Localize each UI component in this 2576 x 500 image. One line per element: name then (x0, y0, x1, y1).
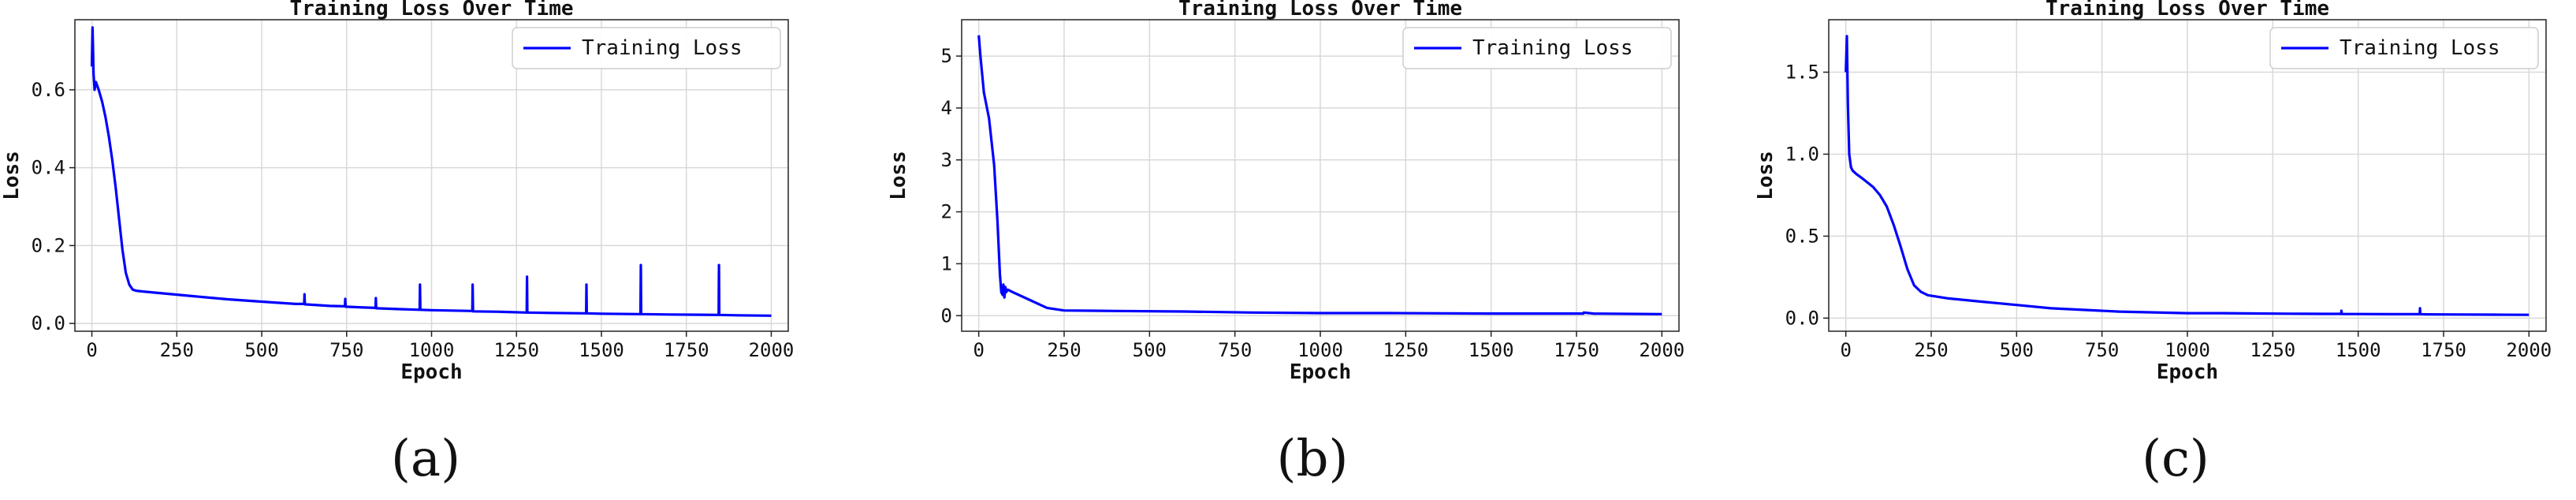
x-tick-label: 250 (1914, 339, 1948, 361)
x-tick-label: 0 (973, 339, 984, 361)
y-tick-label: 0 (941, 304, 952, 326)
y-tick-label: 0.5 (1785, 225, 1819, 247)
panel-label-c: (c) (2142, 430, 2209, 488)
legend-label: Training Loss (2340, 36, 2500, 60)
series-line-training-loss (90, 26, 772, 317)
y-axis-label: Loss (0, 151, 24, 200)
panel-label-a: (a) (390, 430, 461, 488)
x-tick-label: 500 (2000, 339, 2034, 361)
x-tick-label: 1750 (1554, 339, 1599, 361)
legend-box (1402, 27, 1672, 69)
x-tick-label: 2000 (2506, 339, 2552, 361)
y-tick-label: 0.0 (32, 312, 65, 334)
chart-title: Training Loss Over Time (1178, 0, 1462, 21)
x-tick-label: 1000 (2165, 339, 2210, 361)
chart-panel-c: 0 250 500 750 1000 1250 1500 1750 2000 0.0 0.5 1.0 1… (1718, 0, 2576, 488)
x-tick-label: 500 (1133, 339, 1167, 361)
x-axis-label: Epoch (400, 360, 462, 384)
y-tick-label: 5 (941, 45, 952, 67)
x-tick-label: 1000 (1297, 339, 1343, 361)
legend-label: Training Loss (1472, 36, 1633, 60)
x-tick-label: 2000 (1639, 339, 1684, 361)
y-tick-label: 1.0 (1785, 143, 1819, 165)
x-tick-label: 2000 (749, 339, 795, 361)
y-axis-label: Loss (887, 151, 910, 200)
chart-a: 0 250 500 750 1000 1250 1500 1750 2000 0.0 0.2 0.4 0… (0, 0, 795, 384)
y-tick-label: 4 (941, 97, 952, 119)
chart-title: Training Loss Over Time (289, 0, 573, 21)
y-tick-label: 1.5 (1785, 62, 1819, 84)
y-tick-label: 0.6 (32, 79, 65, 101)
y-tick-label: 0.0 (1785, 307, 1819, 329)
y-tick-label: 2 (941, 201, 952, 223)
x-tick-label: 750 (2085, 339, 2119, 361)
x-axis-label: Epoch (1290, 360, 1351, 384)
legend-box (512, 27, 781, 69)
chart-panel-b: 0 250 500 750 1000 1250 1500 1750 2000 0 1 2 3 4 5 Trai… (859, 0, 1703, 488)
x-tick-label: 1750 (2421, 339, 2466, 361)
y-tick-label: 1 (941, 252, 952, 274)
x-tick-label: 1250 (493, 339, 539, 361)
x-tick-label: 1500 (1469, 339, 1514, 361)
x-tick-label: 500 (244, 339, 278, 361)
x-tick-label: 1500 (579, 339, 624, 361)
x-tick-label: 250 (1047, 339, 1081, 361)
x-tick-label: 1250 (1383, 339, 1428, 361)
y-tick-label: 3 (941, 149, 952, 171)
legend-box (2269, 27, 2539, 69)
y-tick-label: 0.4 (32, 157, 65, 179)
y-axis-label: Loss (1754, 151, 1778, 200)
x-tick-label: 1750 (664, 339, 709, 361)
chart-b: 0 250 500 750 1000 1250 1500 1750 2000 0 1 2 3 4 5 Trai… (887, 0, 1684, 384)
x-tick-label: 1250 (2250, 339, 2295, 361)
panel-label-b: (b) (1276, 430, 1349, 488)
x-tick-label: 1500 (2336, 339, 2381, 361)
y-tick-label: 0.2 (32, 234, 65, 256)
x-tick-label: 750 (1218, 339, 1252, 361)
series-line-training-loss (977, 35, 1662, 315)
x-tick-label: 750 (329, 339, 363, 361)
chart-panel-a: 0 250 500 750 1000 1250 1500 1750 2000 0.0 0.2 0.4 0… (0, 0, 843, 488)
chart-title: Training Loss Over Time (2046, 0, 2329, 21)
x-tick-label: 1000 (409, 339, 455, 361)
chart-c: 0 250 500 750 1000 1250 1500 1750 2000 0.0 0.5 1.0 1… (1754, 0, 2552, 384)
x-tick-label: 0 (86, 339, 97, 361)
series-line-training-loss (1845, 35, 2529, 316)
legend-label: Training Loss (582, 36, 743, 60)
x-tick-label: 250 (160, 339, 194, 361)
x-tick-label: 0 (1840, 339, 1851, 361)
x-axis-label: Epoch (2157, 360, 2218, 384)
